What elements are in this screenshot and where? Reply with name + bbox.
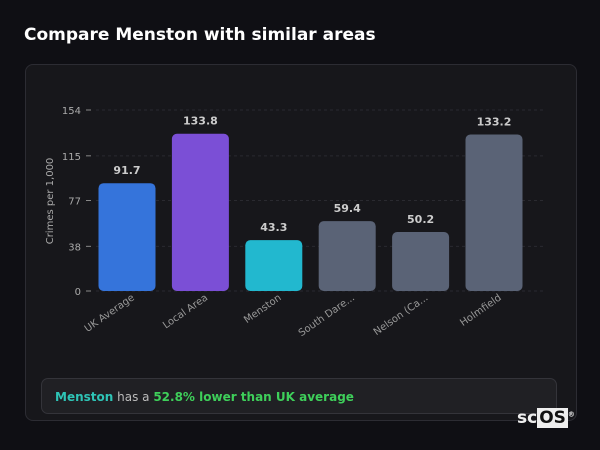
bar[interactable]	[98, 183, 156, 291]
bar[interactable]	[465, 134, 523, 291]
bar[interactable]	[392, 231, 450, 291]
bar[interactable]	[245, 240, 303, 291]
y-tick-label: 154	[62, 106, 81, 117]
y-tick-label: 77	[68, 197, 81, 208]
y-axis-label: Crimes per 1,000	[45, 158, 56, 245]
bar-value-label: 43.3	[260, 221, 287, 234]
bar-value-label: 50.2	[407, 213, 434, 226]
x-tick-label: Menston	[242, 292, 283, 326]
page-title: Compare Menston with similar areas	[24, 25, 376, 45]
x-tick-label: South Dare...	[297, 292, 357, 339]
x-tick-label: Holmfield	[458, 292, 503, 328]
bar-value-label: 133.8	[183, 115, 218, 128]
summary-area: Menston	[55, 390, 114, 404]
y-tick-label: 38	[68, 242, 81, 253]
bar[interactable]	[171, 133, 229, 291]
y-tick-label: 115	[62, 152, 81, 163]
summary-highlight: 52.8% lower than UK average	[153, 390, 354, 404]
bar[interactable]	[318, 221, 376, 291]
bar-value-label: 133.2	[477, 115, 512, 128]
x-tick-label: Local Area	[161, 292, 210, 331]
bar-value-label: 91.7	[113, 164, 140, 177]
summary-box: Menston has a 52.8% lower than UK averag…	[41, 378, 557, 414]
x-tick-label: UK Average	[83, 292, 137, 334]
x-tick-label: Nelson (Ca...	[372, 292, 431, 338]
summary-text: has a	[113, 390, 154, 404]
bar-value-label: 59.4	[334, 202, 361, 215]
y-tick-label: 0	[75, 287, 81, 298]
scos-logo: sc OS ®	[517, 408, 575, 428]
